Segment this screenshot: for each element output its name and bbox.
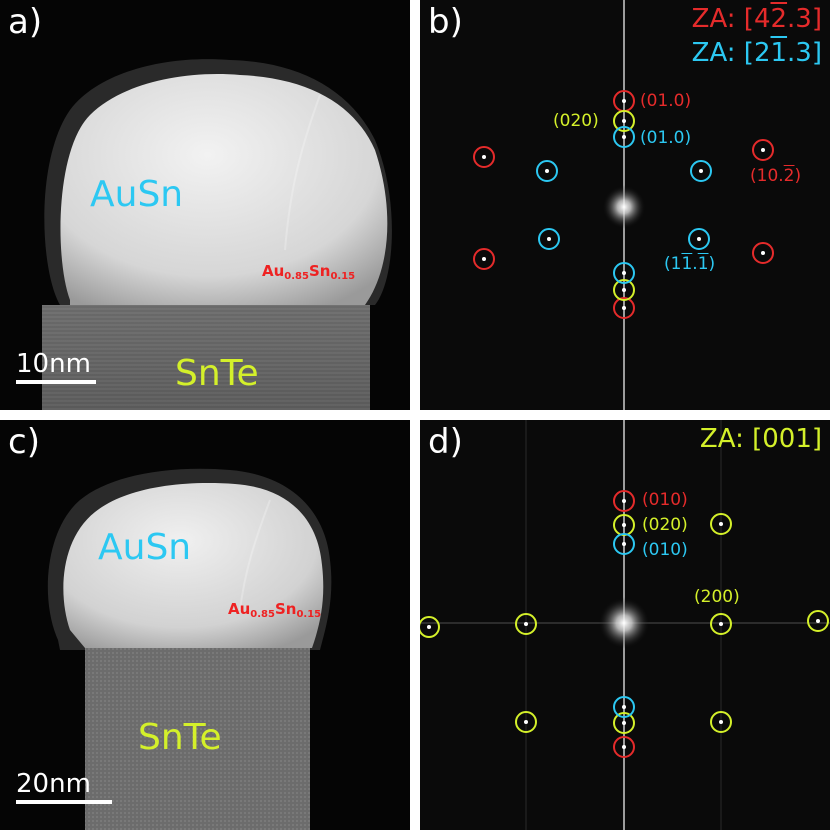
red-index: (010)	[642, 490, 688, 510]
panel-a-tem-image: a) AuSn SnTe Au0.85Sn0.15 10nm	[0, 0, 410, 410]
lime-spot-circle	[710, 711, 732, 733]
zone-axis-1: ZA: [42.3]	[692, 4, 822, 34]
panel-c-label: c)	[8, 422, 40, 462]
panel-a-label: a)	[8, 2, 43, 42]
scale-bar	[16, 800, 112, 804]
lime-spot-circle	[613, 110, 635, 132]
cyan-spot-circle	[536, 160, 558, 182]
scale-bar-label: 20nm	[16, 769, 91, 799]
za1-prefix: ZA: [4	[691, 4, 771, 34]
cyan-spot-circle	[688, 228, 710, 250]
zone-axis-2: ZA: [21.3]	[692, 38, 822, 68]
lime-spot-circle	[613, 712, 635, 734]
red-spot-circle	[613, 490, 635, 512]
za2-prefix: ZA: [2	[691, 38, 771, 68]
panel-a-micrograph	[0, 0, 410, 410]
comp-sn: Sn	[308, 262, 331, 280]
lime-spot-circle	[515, 711, 537, 733]
za1-suffix: .3]	[787, 4, 822, 34]
lime-spot-circle	[613, 279, 635, 301]
lime-spot-circle	[710, 613, 732, 635]
cyan-idx-prefix: (1	[664, 254, 682, 274]
red-spot-circle	[473, 146, 495, 168]
red-index-right-suffix: )	[794, 166, 802, 186]
comp-au: Au	[262, 262, 285, 280]
panel-b-diffraction	[420, 0, 830, 410]
comp-sn-sub: 0.15	[296, 609, 322, 620]
red-spot-circle	[613, 297, 635, 319]
cyan-idx-suffix: )	[708, 254, 716, 274]
lime-spot-circle	[807, 610, 829, 632]
panel-b-label: b)	[428, 2, 463, 42]
central-beam	[598, 597, 650, 649]
cyan-idx-bar2: 1	[697, 254, 709, 274]
cyan-spot-circle	[613, 696, 635, 718]
za1-bar: 2	[770, 4, 788, 34]
comp-sn-sub: 0.15	[330, 271, 356, 282]
interface-composition-label: Au0.85Sn0.15	[262, 262, 355, 282]
za2-suffix: .3]	[787, 38, 822, 68]
ausn-region	[63, 483, 324, 648]
cyan-spot-circle	[613, 533, 635, 555]
red-index-top: (01.0)	[640, 91, 692, 111]
red-index-right-prefix: (10.	[750, 166, 784, 186]
ausn-label: AuSn	[90, 174, 184, 215]
red-spot-circle	[752, 139, 774, 161]
panel-d-diffraction	[420, 420, 830, 830]
cyan-spot-circle	[690, 160, 712, 182]
lime-index: (020)	[553, 111, 599, 131]
snte-label: SnTe	[175, 353, 259, 394]
ausn-label: AuSn	[98, 527, 192, 568]
cyan-index-top: (01.0)	[640, 128, 692, 148]
ausn-region	[60, 74, 388, 306]
interface-composition-label: Au0.85Sn0.15	[228, 600, 321, 620]
cyan-spot-circle	[613, 126, 635, 148]
lime-index-200: (200)	[694, 587, 740, 607]
panel-c-micrograph	[0, 420, 410, 830]
lime-index-020: (020)	[642, 515, 688, 535]
panel-d-fft: d) ZA: [001] (010) (020) (010) (200)	[420, 420, 830, 830]
snte-label: SnTe	[138, 717, 222, 758]
panel-c-tem-image: c) AuSn SnTe Au0.85Sn0.15 20nm	[0, 420, 410, 830]
cyan-spot-circle	[538, 228, 560, 250]
red-index-right-bar: 2	[783, 166, 795, 186]
red-spot-circle	[613, 736, 635, 758]
lime-spot-circle	[710, 513, 732, 535]
panel-d-label: d)	[428, 422, 463, 462]
zone-axis: ZA: [001]	[699, 424, 822, 454]
lime-spot-circle	[420, 616, 440, 638]
cyan-spot-circle	[613, 262, 635, 284]
cyan-index: (010)	[642, 540, 688, 560]
scale-bar-label: 10nm	[16, 349, 91, 379]
red-spot-circle	[473, 248, 495, 270]
cyan-index-right: (11.1)	[664, 254, 715, 274]
comp-au: Au	[228, 600, 251, 618]
red-index-right: (10.2)	[750, 166, 801, 186]
panel-b-fft: b) ZA: [42.3] ZA: [21.3] (01.0) (020) (0…	[420, 0, 830, 410]
comp-sn: Sn	[274, 600, 297, 618]
comp-au-sub: 0.85	[250, 609, 275, 620]
lime-spot-circle	[515, 613, 537, 635]
red-spot-circle	[752, 242, 774, 264]
za2-bar: 1	[770, 38, 788, 68]
cyan-idx-mid: .	[692, 254, 698, 274]
cyan-idx-bar1: 1	[681, 254, 693, 274]
snte-region	[85, 648, 310, 830]
scale-bar	[16, 380, 96, 384]
comp-au-sub: 0.85	[284, 271, 309, 282]
central-beam	[602, 185, 646, 229]
